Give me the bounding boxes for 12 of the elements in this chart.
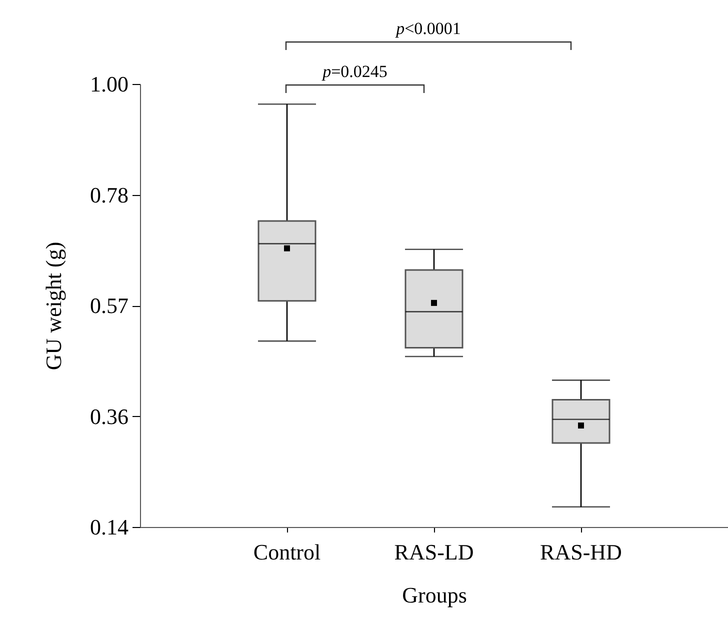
x-tick-label: Control xyxy=(253,540,321,564)
y-tick-label: 0.14 xyxy=(90,514,128,540)
text: p<0.0001 xyxy=(395,19,461,38)
y-tick-label: 1.00 xyxy=(90,72,128,96)
y-tick-label: 0.78 xyxy=(90,182,128,208)
text: p=0.0245 xyxy=(322,62,388,81)
x-tick-label: RAS-LD xyxy=(394,540,474,564)
x-tick-label: RAS-HD xyxy=(540,540,622,564)
y-tick-label: 0.36 xyxy=(90,404,128,429)
y-axis-title: GU weight (g) xyxy=(41,242,66,370)
y-tick-label: 0.57 xyxy=(90,293,128,318)
x-axis-title: Groups xyxy=(402,582,467,608)
